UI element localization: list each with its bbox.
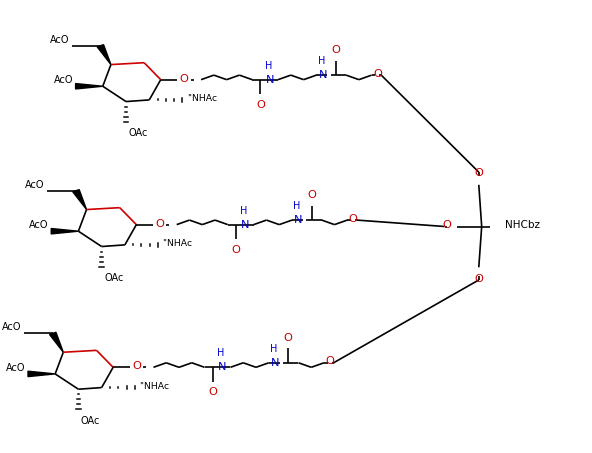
Text: O: O xyxy=(443,220,452,230)
Text: O: O xyxy=(474,274,483,284)
Text: N: N xyxy=(242,220,250,230)
Text: O: O xyxy=(326,357,334,366)
Polygon shape xyxy=(97,45,111,65)
Text: N: N xyxy=(294,215,303,225)
Text: NHCbz: NHCbz xyxy=(505,220,540,230)
Text: H: H xyxy=(318,56,325,66)
Text: H: H xyxy=(265,61,272,71)
Text: H: H xyxy=(270,344,278,354)
Text: O: O xyxy=(132,361,141,371)
Text: OAc: OAc xyxy=(81,416,100,426)
Text: OAc: OAc xyxy=(128,128,148,138)
Text: O: O xyxy=(307,190,316,200)
Text: N: N xyxy=(218,362,227,372)
Text: ''NHAc: ''NHAc xyxy=(139,382,169,391)
Text: O: O xyxy=(373,69,382,79)
Text: AcO: AcO xyxy=(54,75,73,85)
Text: N: N xyxy=(318,70,327,80)
Text: H: H xyxy=(240,206,247,216)
Text: O: O xyxy=(256,100,265,110)
Text: O: O xyxy=(208,387,217,397)
Polygon shape xyxy=(76,83,103,89)
Text: N: N xyxy=(266,75,274,85)
Text: AcO: AcO xyxy=(29,220,49,230)
Text: O: O xyxy=(474,169,483,178)
Polygon shape xyxy=(28,371,55,376)
Text: AcO: AcO xyxy=(50,35,69,45)
Polygon shape xyxy=(52,228,78,234)
Text: H: H xyxy=(217,348,224,358)
Text: O: O xyxy=(284,333,292,343)
Text: O: O xyxy=(332,45,340,55)
Text: O: O xyxy=(231,245,240,255)
Text: ''NHAc: ''NHAc xyxy=(187,94,217,103)
Text: AcO: AcO xyxy=(25,180,45,190)
Text: AcO: AcO xyxy=(2,323,22,333)
Text: ''NHAc: ''NHAc xyxy=(163,239,193,248)
Text: O: O xyxy=(349,214,358,224)
Text: O: O xyxy=(179,74,188,84)
Text: O: O xyxy=(155,219,164,229)
Polygon shape xyxy=(73,190,86,210)
Text: H: H xyxy=(294,201,301,211)
Text: N: N xyxy=(271,358,279,368)
Text: OAc: OAc xyxy=(104,273,123,283)
Polygon shape xyxy=(50,333,63,352)
Text: AcO: AcO xyxy=(6,363,25,373)
